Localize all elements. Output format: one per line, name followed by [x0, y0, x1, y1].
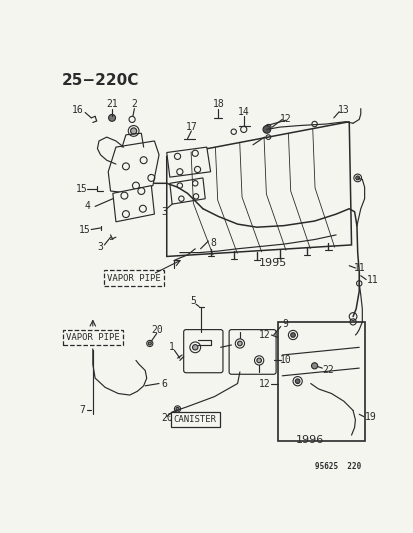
Text: VAPOR PIPE: VAPOR PIPE: [107, 273, 160, 282]
Text: 12: 12: [258, 330, 270, 340]
Circle shape: [130, 128, 136, 134]
Text: 4: 4: [84, 201, 90, 212]
Text: 3: 3: [97, 242, 103, 252]
Circle shape: [108, 115, 115, 122]
Text: 11: 11: [366, 274, 378, 285]
FancyBboxPatch shape: [183, 329, 223, 373]
Text: 10: 10: [279, 356, 290, 366]
Circle shape: [290, 333, 294, 337]
Text: 7: 7: [79, 406, 85, 415]
Text: 8: 8: [209, 238, 215, 248]
Text: 12: 12: [258, 378, 270, 389]
Text: 2: 2: [131, 99, 137, 109]
Bar: [278, 322, 364, 441]
Text: 14: 14: [237, 108, 249, 117]
Circle shape: [262, 126, 270, 133]
Text: 20: 20: [150, 325, 162, 335]
Text: VAPOR PIPE: VAPOR PIPE: [66, 333, 119, 342]
Text: 6: 6: [161, 378, 167, 389]
Text: 22: 22: [322, 365, 334, 375]
Circle shape: [311, 363, 317, 369]
Circle shape: [355, 176, 359, 180]
Polygon shape: [169, 178, 205, 204]
Text: CANISTER: CANISTER: [173, 415, 216, 424]
Text: 11: 11: [353, 263, 364, 273]
Text: 5: 5: [190, 296, 196, 306]
Text: 20: 20: [161, 413, 172, 423]
Circle shape: [148, 342, 151, 345]
Text: 9: 9: [282, 319, 287, 329]
Circle shape: [237, 341, 242, 346]
Text: 1996: 1996: [295, 435, 323, 445]
FancyBboxPatch shape: [228, 329, 275, 374]
Polygon shape: [166, 122, 351, 256]
Text: 1995: 1995: [259, 257, 287, 268]
Polygon shape: [166, 147, 210, 177]
Text: 95625  220: 95625 220: [314, 462, 360, 471]
Text: 15: 15: [79, 224, 91, 235]
Text: 3: 3: [161, 207, 167, 217]
Text: 1: 1: [169, 342, 175, 352]
Text: 13: 13: [337, 105, 349, 115]
Text: 16: 16: [71, 105, 83, 115]
Text: 18: 18: [212, 99, 224, 109]
Circle shape: [256, 358, 261, 363]
Circle shape: [176, 407, 179, 410]
Text: 12: 12: [280, 115, 291, 124]
Circle shape: [192, 345, 197, 350]
Text: 25−220C: 25−220C: [62, 73, 139, 88]
Polygon shape: [113, 185, 154, 222]
Polygon shape: [108, 141, 159, 193]
Text: 21: 21: [106, 99, 118, 109]
Text: 15: 15: [75, 184, 87, 193]
Text: 17: 17: [185, 122, 197, 132]
Circle shape: [294, 379, 299, 384]
Text: 19: 19: [364, 411, 375, 422]
